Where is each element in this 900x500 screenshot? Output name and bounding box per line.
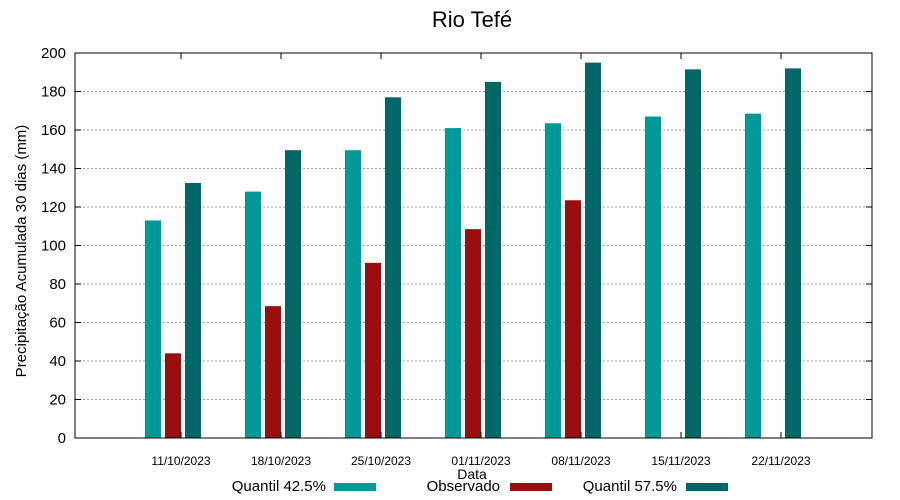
x-tick-label: 25/10/2023 bbox=[351, 454, 411, 468]
legend-label: Observado bbox=[427, 478, 500, 495]
bars-layer bbox=[145, 62, 801, 439]
bar bbox=[545, 123, 561, 438]
y-tick-label: 100 bbox=[41, 238, 66, 255]
y-tick-label: 160 bbox=[41, 122, 66, 139]
bar bbox=[345, 150, 361, 438]
bar bbox=[365, 262, 381, 438]
legend-label: Quantil 42.5% bbox=[232, 478, 326, 495]
grid-layer bbox=[75, 91, 872, 400]
y-axis-ticks: 0 20 40 60 80 100 120 140 160 180 200 bbox=[41, 45, 872, 447]
x-tick-label: 22/11/2023 bbox=[751, 454, 810, 468]
y-tick-label: 180 bbox=[41, 84, 66, 101]
y-tick-label: 140 bbox=[41, 161, 66, 178]
bar bbox=[645, 116, 661, 439]
chart-title: Rio Tefé bbox=[432, 7, 512, 32]
bar bbox=[485, 81, 501, 438]
x-axis-label: Data bbox=[457, 466, 487, 482]
y-tick-label: 60 bbox=[49, 315, 66, 332]
bar bbox=[385, 97, 401, 439]
y-tick-label: 20 bbox=[49, 392, 66, 409]
x-tick-label: 01/11/2023 bbox=[451, 454, 510, 468]
legend-swatch bbox=[686, 483, 728, 491]
x-tick-label: 08/11/2023 bbox=[551, 454, 610, 468]
legend: Quantil 42.5% Observado Quantil 57.5% bbox=[232, 478, 728, 495]
bar bbox=[285, 150, 301, 438]
bar bbox=[685, 69, 701, 439]
x-tick-label: 15/11/2023 bbox=[651, 454, 710, 468]
bar bbox=[745, 113, 761, 438]
y-axis-label: Precipitação Acumulada 30 dias (mm) bbox=[13, 125, 30, 378]
bar bbox=[565, 200, 581, 438]
bar bbox=[165, 353, 181, 438]
x-tick-label: 11/10/2023 bbox=[151, 454, 210, 468]
y-tick-label: 0 bbox=[58, 430, 66, 447]
y-tick-label: 40 bbox=[49, 353, 66, 370]
y-tick-label: 80 bbox=[49, 276, 66, 293]
bar bbox=[465, 229, 481, 438]
y-tick-label: 200 bbox=[41, 45, 66, 62]
bar bbox=[265, 306, 281, 438]
x-tick-label: 18/10/2023 bbox=[251, 454, 311, 468]
bar bbox=[585, 62, 601, 438]
bar bbox=[145, 220, 161, 438]
x-axis-ticks: 11/10/2023 18/10/2023 25/10/2023 01/11/2023… bbox=[151, 53, 811, 468]
legend-swatch bbox=[510, 483, 552, 491]
bar bbox=[445, 128, 461, 438]
bar bbox=[185, 182, 201, 438]
legend-swatch bbox=[334, 483, 376, 491]
legend-label: Quantil 57.5% bbox=[583, 478, 677, 495]
bar bbox=[245, 191, 261, 438]
y-tick-label: 120 bbox=[41, 199, 66, 216]
bar bbox=[785, 68, 801, 439]
